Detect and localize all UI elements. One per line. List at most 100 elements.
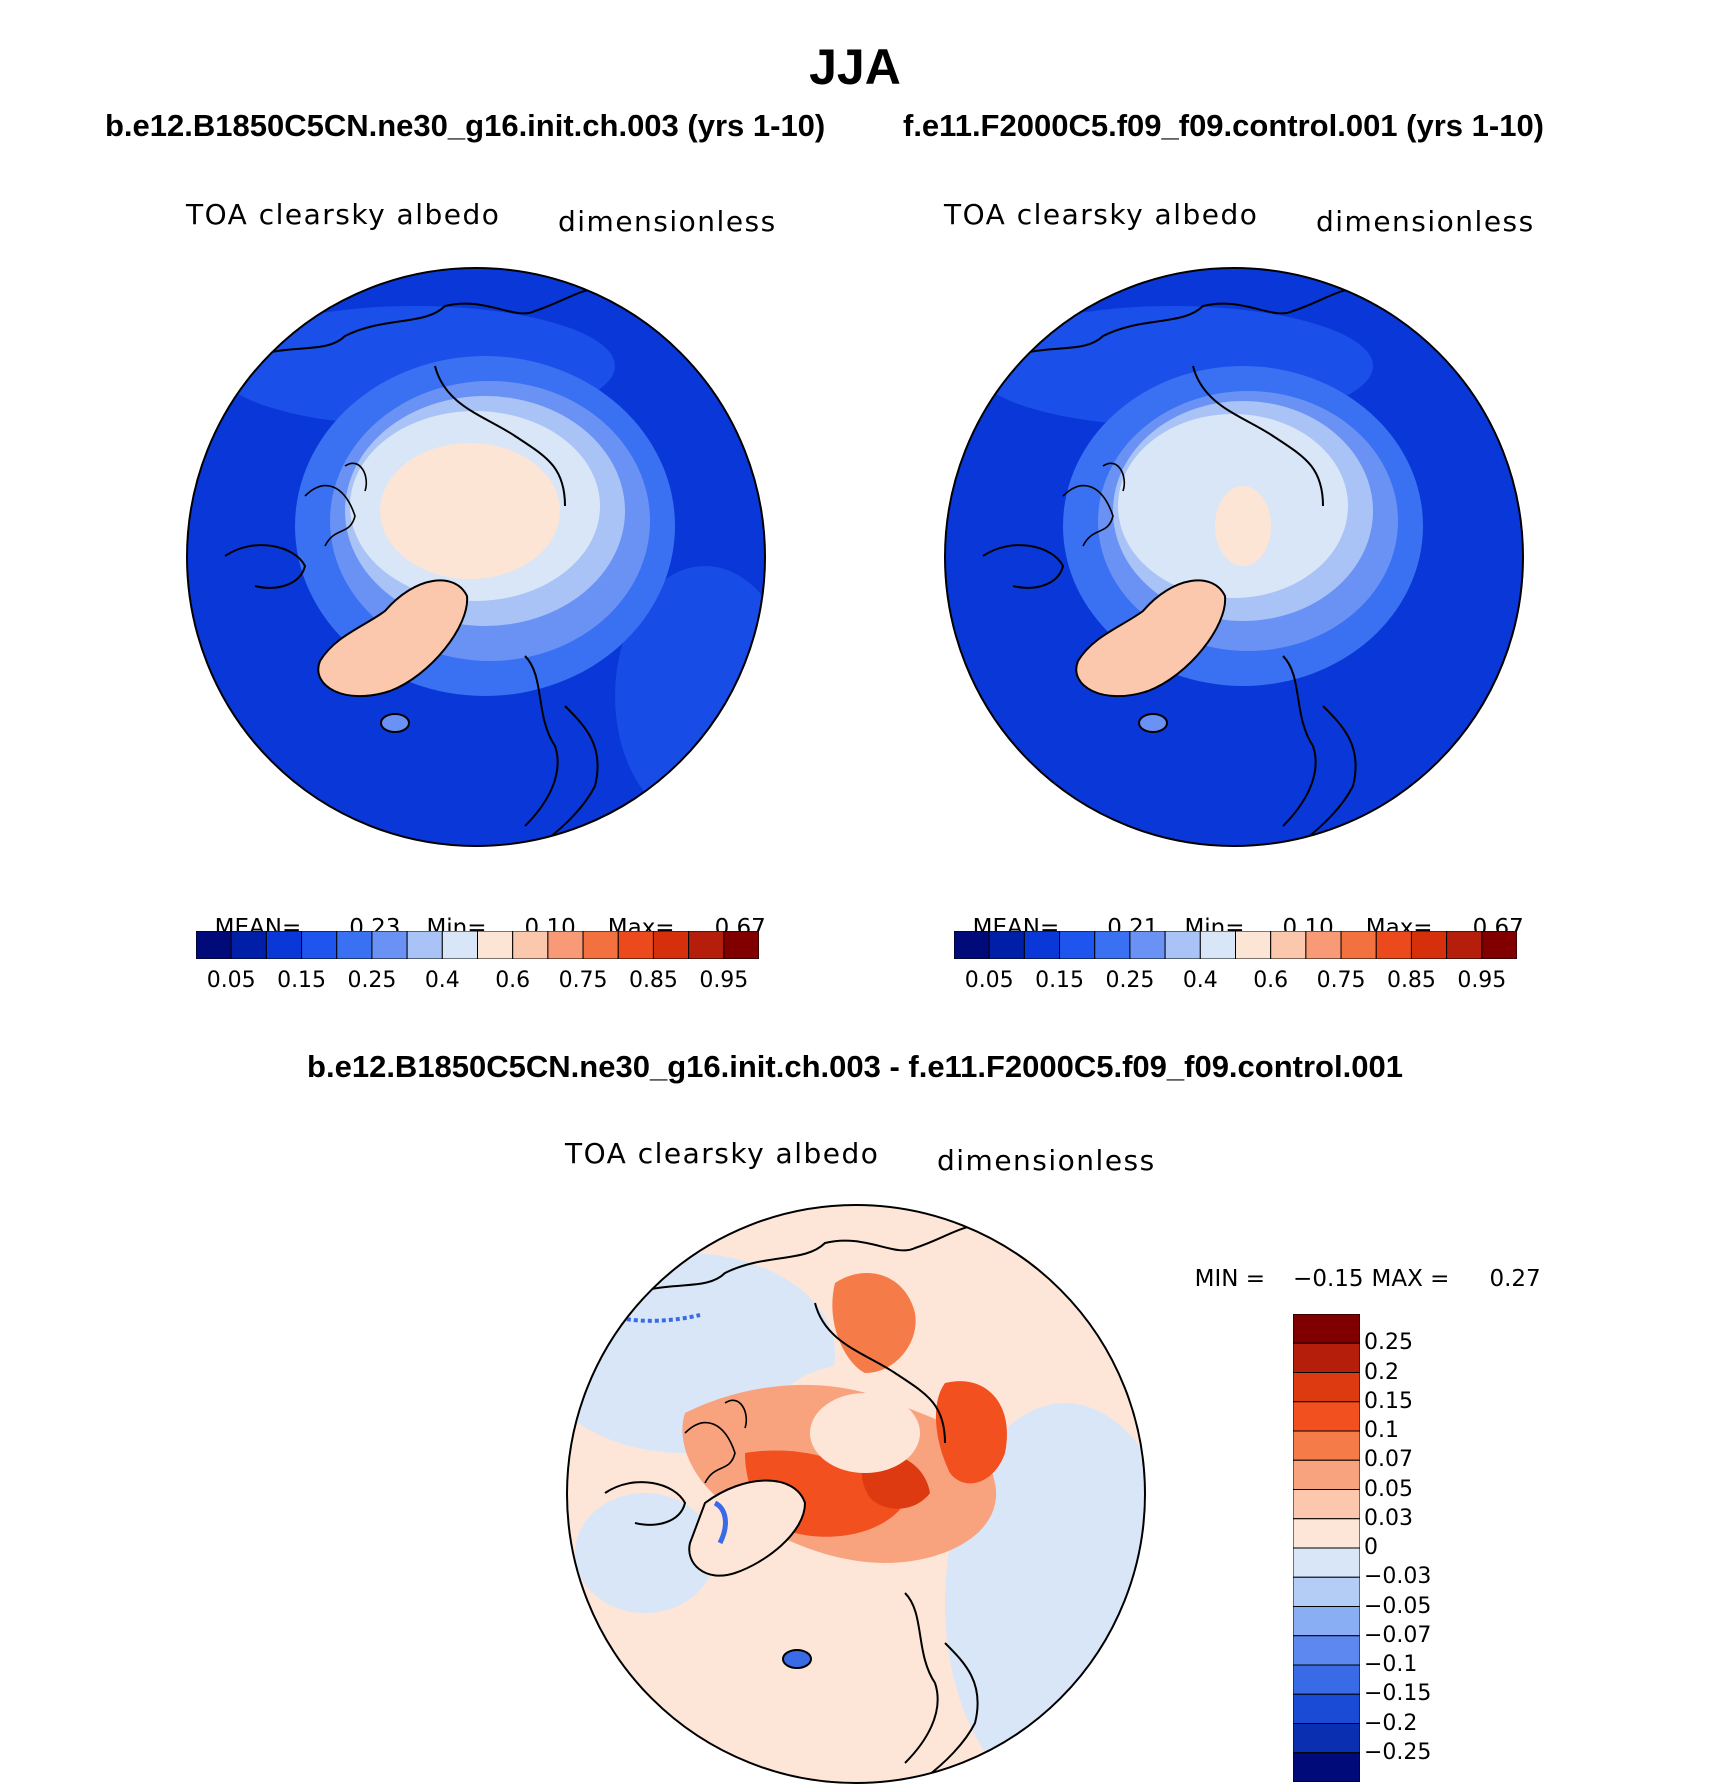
right-colorbar-swatch (1270, 931, 1307, 959)
diff-stats: MIN = −0.15 MAX = 0.27 (1180, 1240, 1541, 1292)
left-colorbar-swatch (196, 931, 232, 959)
diff-colorbar-tick-label: 0.15 (1364, 1388, 1413, 1414)
right-colorbar-swatch (1094, 931, 1131, 959)
left-colorbar-tick-label: 0.05 (206, 968, 256, 993)
left-colorbar-swatch (723, 931, 759, 959)
right-colorbar-swatch (1199, 931, 1236, 959)
left-polar-map (186, 267, 766, 847)
right-polar-map (944, 267, 1524, 847)
right-colorbar-tick-label: 0.4 (1182, 968, 1218, 993)
diff-colorbar-tick-label: 0.03 (1364, 1505, 1413, 1531)
left-colorbar-swatch (582, 931, 619, 959)
left-colorbar-swatch (512, 931, 549, 959)
left-colorbar-tick-label: 0.95 (699, 968, 749, 993)
left-colorbar-ticks: 0.05 0.15 0.25 0.4 0.6 0.75 0.85 0.95 (196, 968, 759, 998)
right-colorbar-swatch (988, 931, 1025, 959)
left-colorbar-swatch (688, 931, 725, 959)
diff-colorbar-tick-label: −0.25 (1364, 1739, 1432, 1765)
diff-colorbar-swatch (1293, 1430, 1360, 1461)
left-colorbar-tick-label: 0.25 (347, 968, 397, 993)
left-colorbar-swatch (441, 931, 478, 959)
left-colorbar-swatch (336, 931, 373, 959)
diff-variable-label: TOA clearsky albedo (565, 1137, 880, 1170)
right-variable-label: TOA clearsky albedo (944, 198, 1259, 231)
right-colorbar-swatch (1446, 931, 1483, 959)
left-variable-label: TOA clearsky albedo (186, 198, 501, 231)
diff-colorbar-tick-label: −0.05 (1364, 1593, 1432, 1619)
right-colorbar-swatch (1235, 931, 1272, 959)
left-colorbar-swatch (406, 931, 443, 959)
figure-title: JJA (809, 39, 901, 95)
right-colorbar-tick-label: 0.75 (1316, 968, 1366, 993)
right-colorbar-swatch (1305, 931, 1342, 959)
diff-colorbar-tick-label: 0.07 (1364, 1447, 1413, 1473)
diff-colorbar-tick-label: 0.1 (1364, 1418, 1399, 1443)
diff-colorbar-swatch (1293, 1489, 1360, 1520)
diff-max-value: 0.27 (1489, 1266, 1541, 1292)
right-colorbar-ticks: 0.05 0.15 0.25 0.4 0.6 0.75 0.85 0.95 (954, 968, 1517, 998)
diff-colorbar-tick-label: 0 (1364, 1535, 1378, 1560)
left-colorbar-swatch (547, 931, 584, 959)
right-colorbar-tick-label: 0.85 (1386, 968, 1436, 993)
right-case-title: f.e11.F2000C5.f09_f09.control.001 (yrs 1… (903, 108, 1545, 143)
diff-colorbar (1293, 1314, 1360, 1782)
diff-colorbar-swatch (1293, 1576, 1360, 1607)
diff-colorbar-swatch (1293, 1372, 1360, 1403)
right-colorbar-swatch (1340, 931, 1377, 959)
left-colorbar-swatch (265, 931, 303, 959)
right-colorbar-swatch (1375, 931, 1412, 959)
diff-colorbar-swatch (1293, 1693, 1360, 1724)
left-colorbar-swatch (301, 931, 338, 959)
right-colorbar-tick-label: 0.15 (1035, 968, 1085, 993)
diff-polar-map (566, 1204, 1146, 1784)
right-colorbar-tick-label: 0.6 (1253, 968, 1289, 993)
diff-colorbar-tick-label: −0.1 (1364, 1652, 1418, 1677)
diff-colorbar-tick-label: −0.15 (1364, 1681, 1432, 1707)
diff-min-value: −0.15 (1293, 1266, 1364, 1292)
left-colorbar-tick-label: 0.85 (628, 968, 678, 993)
diff-colorbar-swatch (1293, 1314, 1360, 1344)
diff-units-label: dimensionless (937, 1144, 1156, 1177)
diff-colorbar-tick-label: 0.2 (1364, 1359, 1399, 1385)
right-colorbar-swatch (1023, 931, 1061, 959)
right-colorbar-tick-label: 0.25 (1105, 968, 1155, 993)
diff-colorbar-swatch (1293, 1752, 1360, 1782)
left-colorbar-swatch (652, 931, 690, 959)
right-units-label: dimensionless (1316, 205, 1535, 238)
right-colorbar-tick-label: 0.95 (1457, 968, 1507, 993)
left-colorbar-tick-label: 0.4 (424, 968, 460, 993)
diff-colorbar-swatch (1293, 1664, 1360, 1695)
diff-colorbar-ticks: 0.25 0.2 0.15 0.1 0.07 0.05 0.03 0 −0.03 −0.05 −0.… (1364, 1314, 1484, 1782)
left-units-label: dimensionless (558, 205, 777, 238)
right-colorbar (954, 931, 1517, 959)
diff-colorbar-swatch (1293, 1723, 1360, 1754)
diff-colorbar-tick-label: −0.2 (1364, 1710, 1418, 1736)
left-colorbar-tick-label: 0.15 (277, 968, 327, 993)
diff-colorbar-tick-label: 0.05 (1364, 1476, 1413, 1502)
left-case-title: b.e12.B1850C5CN.ne30_g16.init.ch.003 (yr… (105, 108, 826, 143)
right-colorbar-swatch (954, 931, 990, 959)
left-colorbar-swatch (371, 931, 408, 959)
diff-colorbar-swatch (1293, 1518, 1360, 1549)
diff-colorbar-swatch (1293, 1401, 1360, 1432)
left-colorbar-swatch (617, 931, 654, 959)
diff-max-label: MAX = (1371, 1266, 1450, 1292)
diff-colorbar-tick-label: 0.25 (1364, 1330, 1413, 1356)
right-colorbar-swatch (1059, 931, 1096, 959)
right-colorbar-tick-label: 0.05 (964, 968, 1014, 993)
diff-colorbar-swatch (1293, 1635, 1360, 1666)
left-colorbar-swatch (477, 931, 514, 959)
right-colorbar-swatch (1481, 931, 1517, 959)
diff-colorbar-swatch (1293, 1606, 1360, 1637)
diff-colorbar-swatch (1293, 1342, 1360, 1373)
left-colorbar (196, 931, 759, 959)
diff-min-label: MIN = (1194, 1266, 1266, 1292)
left-colorbar-tick-label: 0.75 (558, 968, 608, 993)
diff-colorbar-swatch (1293, 1547, 1360, 1578)
right-colorbar-swatch (1164, 931, 1201, 959)
diff-colorbar-tick-label: −0.07 (1364, 1622, 1432, 1648)
diff-colorbar-swatch (1293, 1459, 1360, 1490)
right-colorbar-swatch (1129, 931, 1166, 959)
left-colorbar-tick-label: 0.6 (495, 968, 531, 993)
left-colorbar-swatch (230, 931, 267, 959)
